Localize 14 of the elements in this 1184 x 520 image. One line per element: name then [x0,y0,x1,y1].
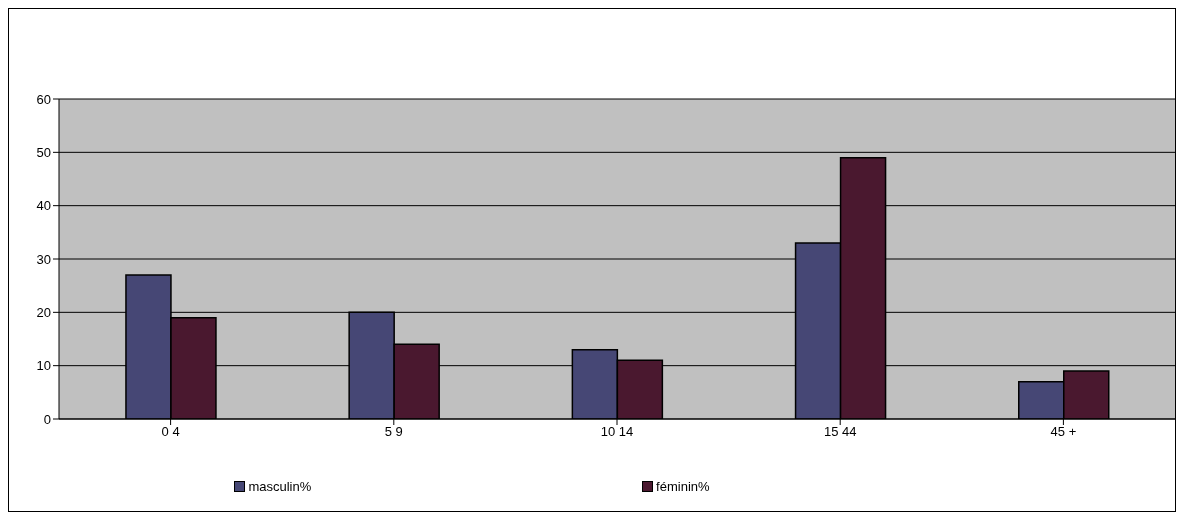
y-tick-label: 20 [36,304,51,320]
y-tick-label: 40 [36,198,51,214]
x-tick-label: 45 + [1050,424,1077,440]
x-tick-label: 0 4 [161,424,180,440]
y-tick-label: 30 [36,251,51,267]
y-tick-label: 0 [43,411,51,427]
y-tick-label: 10 [36,358,51,374]
x-tick-label: 5 9 [384,424,403,440]
x-tick-label: 10 14 [600,424,634,440]
legend-label: féminin% [656,479,710,494]
y-tick-label: 50 [36,144,51,160]
y-tick-label: 60 [36,91,51,107]
legend-label: masculin% [248,479,312,494]
x-tick-label: 15 44 [823,424,857,440]
